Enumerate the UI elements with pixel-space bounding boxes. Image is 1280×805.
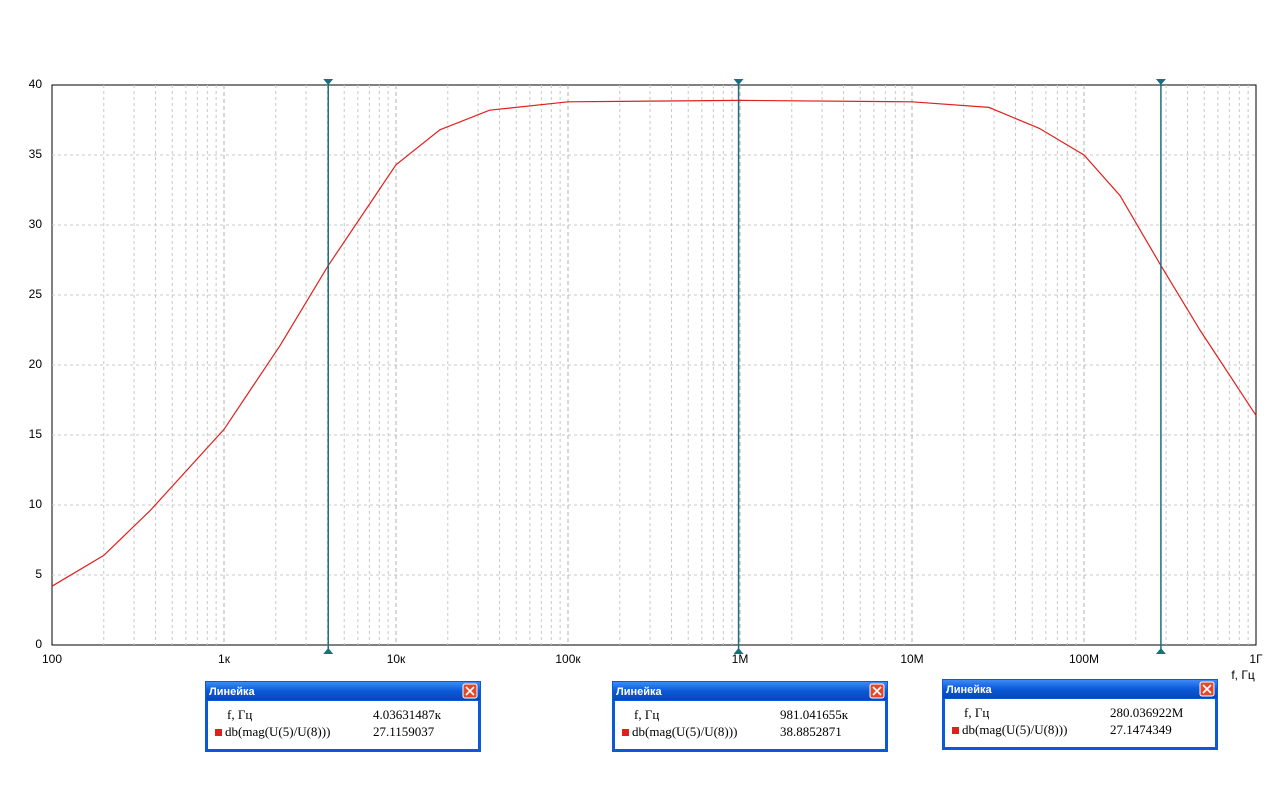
y-tick-label: 25 <box>29 287 43 301</box>
legend-swatch <box>952 727 959 734</box>
row-label: f, Гц <box>227 707 252 722</box>
x-tick-label: 100к <box>555 652 581 666</box>
close-icon <box>872 686 882 696</box>
y-tick-label: 20 <box>29 357 43 371</box>
cursor-handle <box>323 79 334 85</box>
window-body <box>208 701 478 749</box>
cursor-handle <box>1155 648 1166 654</box>
window-titlebar <box>943 680 1217 698</box>
cursor-x-value: 4.03631487к <box>373 707 442 722</box>
close-icon <box>1202 684 1212 694</box>
window-title: Линейка <box>946 684 993 696</box>
cursor-y-value: 27.1474349 <box>1110 722 1172 737</box>
row-label: db(mag(U(5)/U(8))) <box>225 724 330 739</box>
x-tick-label: 1к <box>218 652 231 666</box>
x-tick-label: 1Г <box>1249 652 1263 666</box>
legend-swatch <box>215 729 222 736</box>
cursor-handle <box>733 79 744 85</box>
cursor-window: Линейка f, Гц 4.03631487к db(mag(U(5)/U(8))… <box>205 681 481 752</box>
series-line <box>51 99 1257 587</box>
y-tick-label: 30 <box>29 217 43 231</box>
cursor-y-value: 38.8852871 <box>780 724 842 739</box>
x-tick-label: 10М <box>900 652 923 666</box>
row-label: db(mag(U(5)/U(8))) <box>962 722 1067 737</box>
x-tick-label: 100 <box>42 652 62 666</box>
cursor-x-value: 981.041655к <box>780 707 849 722</box>
y-tick-label: 5 <box>35 567 42 581</box>
window-titlebar <box>613 682 887 700</box>
close-icon <box>465 686 475 696</box>
x-axis-label: f, Гц <box>1231 668 1255 682</box>
window-body <box>945 699 1215 747</box>
cursor-window: Линейка f, Гц 981.041655к db(mag(U(5)/U(8))… <box>612 681 888 752</box>
cursor-handle <box>733 648 744 654</box>
y-tick-label: 0 <box>35 637 42 651</box>
row-label: f, Гц <box>964 705 989 720</box>
x-tick-label: 100М <box>1069 652 1099 666</box>
cursor-handle <box>1155 79 1166 85</box>
window-title: Линейка <box>616 686 663 698</box>
x-tick-label: 10к <box>387 652 406 666</box>
x-tick-label: 1М <box>732 652 749 666</box>
y-tick-label: 40 <box>29 77 43 91</box>
y-tick-label: 15 <box>29 427 43 441</box>
legend-swatch <box>622 729 629 736</box>
window-body <box>615 701 885 749</box>
window-title: Линейка <box>209 686 256 698</box>
cursor-y-value: 27.1159037 <box>373 724 435 739</box>
cursor-handle <box>323 648 334 654</box>
cursor-window: Линейка f, Гц 280.036922М db(mag(U(5)/U(8))… <box>942 679 1218 750</box>
row-label: f, Гц <box>634 707 659 722</box>
cursor-x-value: 280.036922М <box>1110 705 1184 720</box>
y-tick-label: 35 <box>29 147 43 161</box>
window-titlebar <box>206 682 480 700</box>
y-tick-label: 10 <box>29 497 43 511</box>
row-label: db(mag(U(5)/U(8))) <box>632 724 737 739</box>
